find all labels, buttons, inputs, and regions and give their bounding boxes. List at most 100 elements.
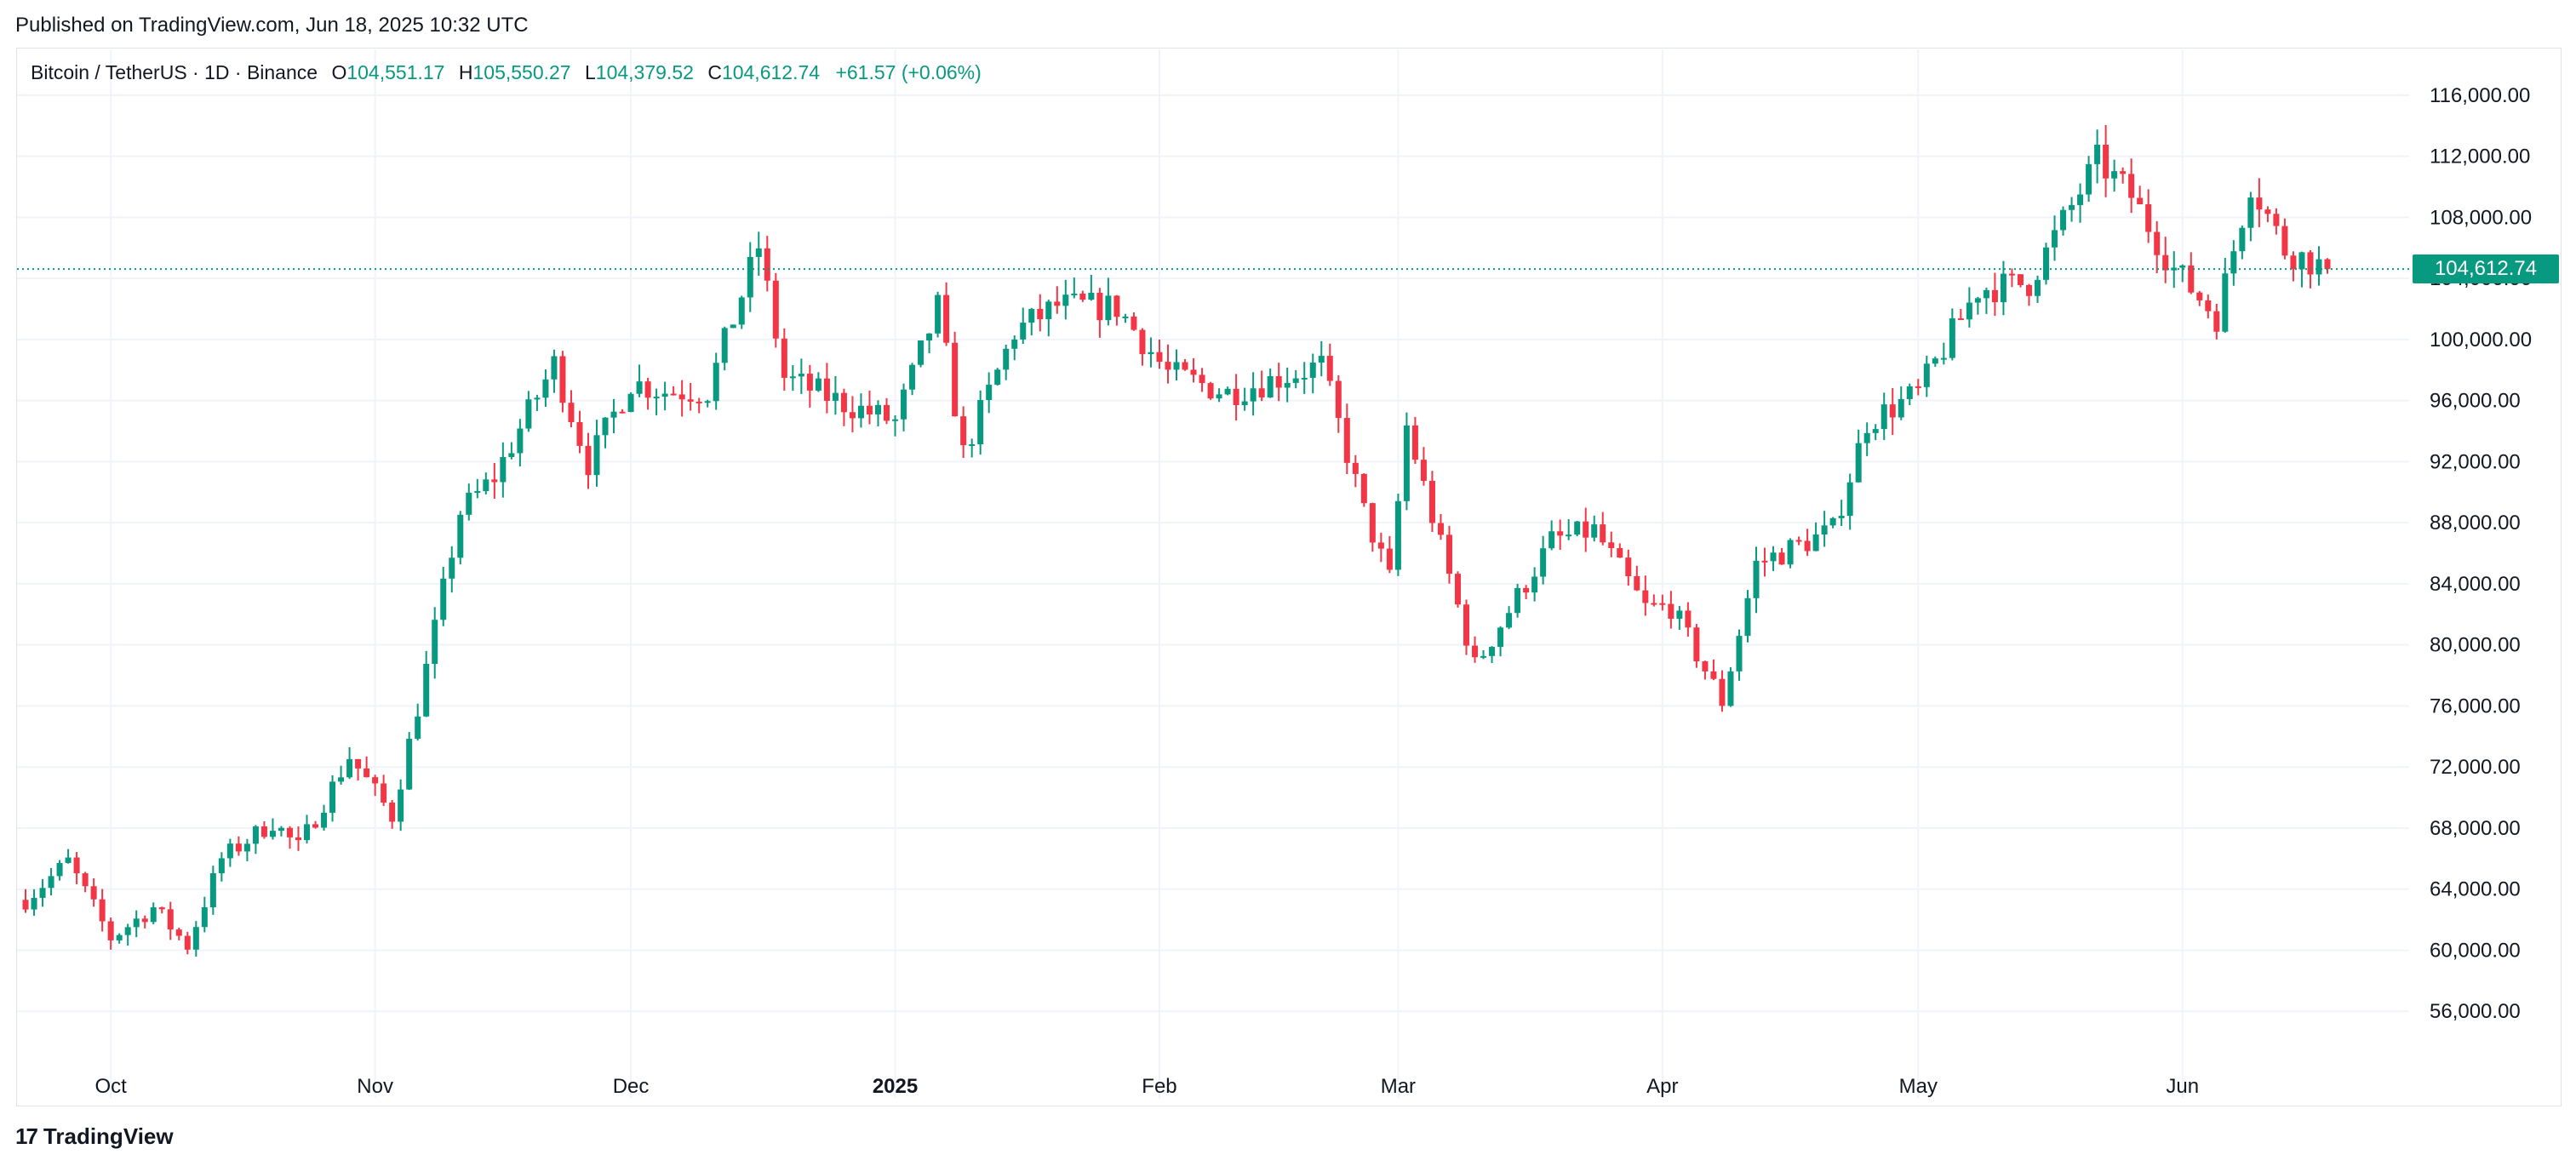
- y-tick-label: 80,000.00: [2430, 634, 2521, 657]
- candle: [1506, 606, 1513, 630]
- candle: [2120, 167, 2127, 184]
- candle: [2137, 186, 2144, 205]
- candle: [1523, 585, 1530, 600]
- y-tick-label: 108,000.00: [2430, 206, 2532, 229]
- candle: [2196, 290, 2203, 306]
- candle: [56, 860, 63, 881]
- candle: [2290, 251, 2297, 282]
- candle: [1318, 340, 1325, 377]
- candle: [1778, 547, 1785, 565]
- candle: [372, 774, 379, 797]
- open-label: O: [331, 61, 347, 83]
- candle: [619, 409, 626, 414]
- candle: [1838, 500, 1845, 527]
- candle: [1148, 337, 1154, 368]
- candle: [1812, 522, 1819, 552]
- candle: [440, 567, 447, 626]
- tradingview-brand[interactable]: 17 TradingView: [15, 1123, 174, 1150]
- candle: [772, 272, 779, 348]
- chart-frame[interactable]: [16, 48, 2562, 1106]
- candle: [2008, 268, 2015, 288]
- candle: [1420, 447, 1427, 486]
- candle: [1753, 546, 1760, 614]
- change-value: +61.57 (+0.06%): [835, 61, 982, 83]
- candle: [534, 394, 541, 411]
- candle: [1131, 312, 1137, 331]
- candle: [1173, 349, 1180, 381]
- candle: [926, 333, 933, 354]
- candle: [670, 386, 677, 396]
- candle: [1557, 519, 1564, 550]
- candle: [2273, 208, 2280, 235]
- candle: [1233, 374, 1239, 421]
- candle: [65, 849, 72, 864]
- candle: [1079, 290, 1086, 302]
- candle: [192, 921, 199, 957]
- candle: [226, 838, 233, 867]
- candle: [918, 340, 924, 368]
- candle: [1003, 344, 1010, 380]
- candle: [960, 406, 967, 459]
- candle: [1787, 538, 1794, 569]
- candle: [355, 758, 362, 781]
- candle: [201, 896, 208, 933]
- candle: [2230, 240, 2237, 286]
- candle: [798, 358, 804, 394]
- candle: [909, 363, 916, 396]
- candle: [1710, 659, 1717, 681]
- y-tick-label: 96,000.00: [2430, 390, 2521, 413]
- candle: [150, 902, 157, 924]
- candle: [82, 872, 89, 893]
- candle: [22, 889, 29, 913]
- candle: [2247, 191, 2254, 242]
- candle: [935, 291, 942, 338]
- candle: [1386, 535, 1393, 574]
- candle: [2239, 225, 2246, 260]
- candle: [832, 375, 839, 415]
- candle: [2205, 294, 2212, 319]
- candle: [1651, 594, 1657, 607]
- candle: [269, 818, 276, 840]
- close-label: C: [707, 61, 722, 83]
- candle: [823, 363, 830, 414]
- candle: [1991, 272, 1998, 317]
- candle: [500, 442, 507, 498]
- candle: [1454, 571, 1461, 608]
- candle: [474, 478, 481, 499]
- candle: [585, 432, 592, 489]
- candle: [1020, 307, 1027, 345]
- y-tick-label: 112,000.00: [2430, 146, 2530, 169]
- candle: [2017, 274, 2024, 288]
- candle: [2162, 237, 2169, 283]
- candles: [22, 125, 2331, 957]
- candle: [321, 804, 328, 831]
- candle: [449, 546, 455, 593]
- candle: [704, 399, 711, 408]
- candle: [849, 396, 856, 432]
- candle: [1301, 362, 1308, 394]
- candle: [303, 814, 311, 844]
- candle: [1088, 274, 1095, 301]
- candle: [1583, 507, 1589, 552]
- candle: [491, 463, 498, 499]
- candle: [2188, 252, 2195, 294]
- candle: [1829, 517, 1836, 529]
- candle: [644, 377, 651, 410]
- candle: [218, 852, 225, 882]
- candle: [175, 927, 182, 940]
- candle: [466, 483, 472, 521]
- candle: [1898, 386, 1904, 420]
- candle: [2069, 197, 2075, 222]
- x-tick-label: Feb: [1142, 1075, 1176, 1098]
- candle: [815, 372, 821, 392]
- candle: [1617, 543, 1623, 558]
- candle: [1863, 422, 1870, 456]
- x-tick-label: Dec: [613, 1075, 650, 1098]
- candle: [346, 746, 353, 780]
- candle: [1846, 473, 1853, 530]
- candle: [969, 438, 976, 458]
- candle: [610, 398, 617, 434]
- candle: [1855, 429, 1862, 483]
- candle: [1966, 287, 1972, 328]
